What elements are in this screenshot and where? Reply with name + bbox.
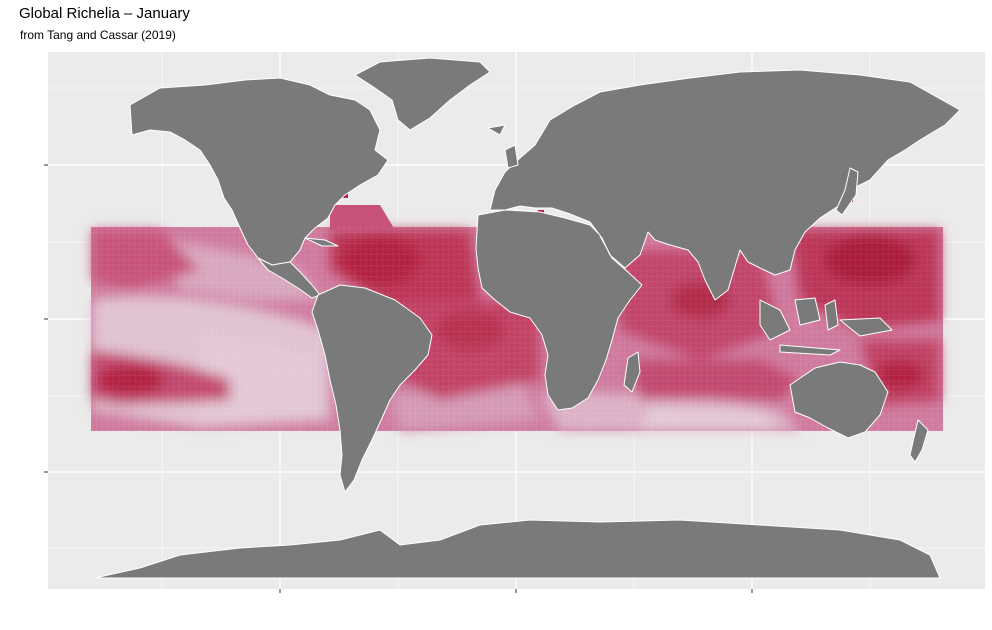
north-america: [129, 77, 389, 266]
japan: [835, 167, 859, 216]
new-zealand: [909, 419, 929, 463]
greenland: [354, 57, 491, 131]
land-masses: [94, 57, 961, 579]
plot-title: Global Richelia – January: [19, 5, 190, 22]
axis-ticks: [44, 164, 753, 593]
australia: [789, 361, 889, 439]
south-america: [311, 284, 433, 493]
madagascar: [623, 351, 641, 393]
british-isles: [487, 124, 519, 169]
antarctica: [94, 519, 941, 579]
southeast-asia-islands: [759, 297, 893, 356]
caribbean-islands: [304, 237, 339, 247]
plot-subtitle: from Tang and Cassar (2019): [20, 28, 176, 42]
